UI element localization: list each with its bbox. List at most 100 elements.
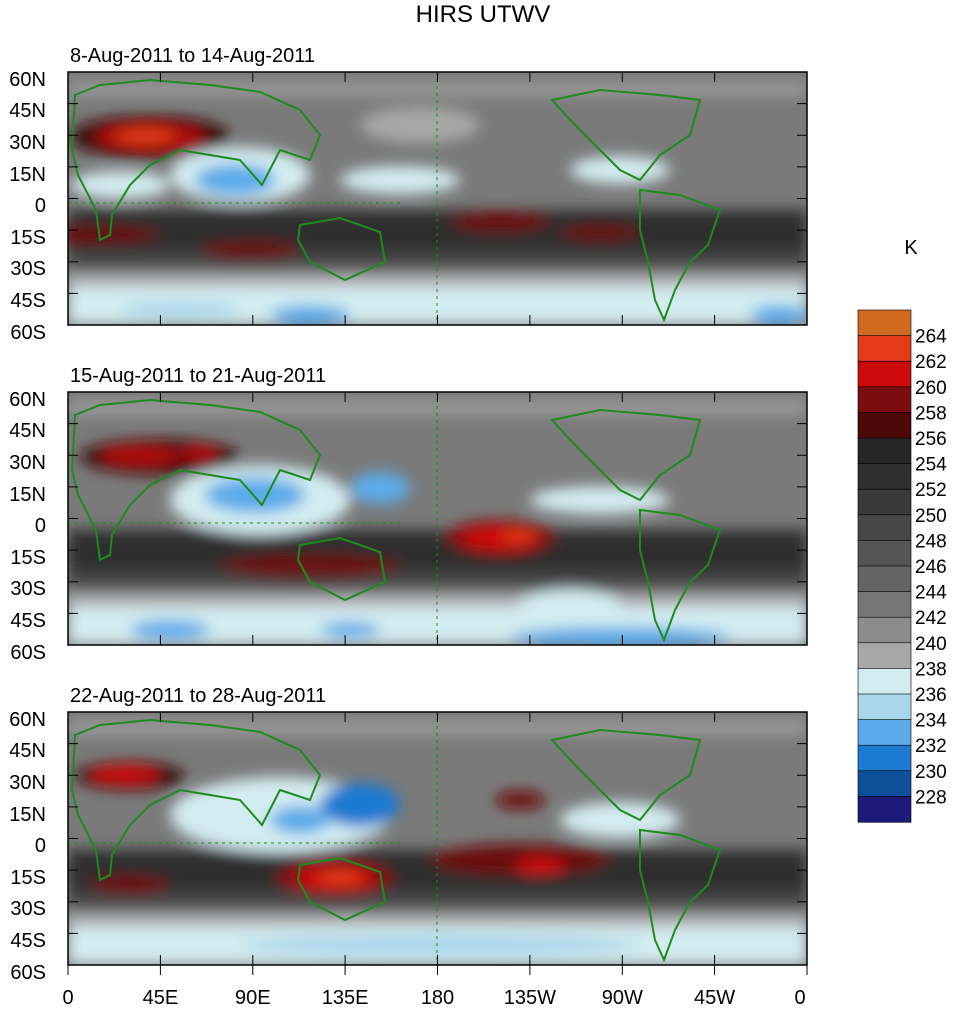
panel-1-lat-label: 45N	[9, 100, 46, 122]
colorbar-swatch	[857, 719, 912, 746]
colorbar-swatch	[857, 668, 912, 695]
colorbar-swatch	[857, 565, 912, 593]
panel-2-period: 15-Aug-2011 to 21-Aug-2011	[70, 365, 326, 387]
colorbar-swatch	[857, 642, 912, 669]
panel-3-lat-label: 0	[35, 835, 46, 857]
panel-1-lat-label: 60N	[9, 69, 46, 91]
lon-label: 45W	[694, 987, 735, 1009]
colorbar-label: 236	[915, 685, 947, 706]
panel-2-lon-ticks	[67, 392, 808, 645]
colorbar-swatches	[857, 309, 912, 823]
colorbar-label: 246	[915, 557, 947, 578]
panel-3-lat-ticks	[68, 711, 807, 966]
panel-1-lat-labels: 60N 45N 30N 15N 0 15S 30S 45S 60S	[9, 69, 46, 344]
panel-3-contour-field	[68, 720, 807, 965]
colorbar-swatch	[857, 770, 912, 797]
lon-label: 135W	[504, 987, 556, 1009]
colorbar-label: 234	[915, 711, 947, 732]
colorbar-swatch	[857, 309, 912, 337]
panel-2-lat-label: 60S	[10, 642, 46, 664]
panel-1-lat-ticks	[68, 71, 807, 326]
colorbar-label: 248	[915, 531, 947, 552]
panel-1-lat-label: 30S	[10, 258, 46, 280]
lon-label: 0	[794, 987, 805, 1009]
colorbar-label: 230	[915, 762, 947, 783]
colorbar-label: 262	[915, 352, 947, 373]
panel-3-lat-label: 45N	[9, 740, 46, 762]
colorbar-swatch	[857, 616, 912, 644]
colorbar-label: 242	[915, 608, 947, 629]
panel-1-lat-label: 45S	[10, 290, 46, 312]
panel-2-lat-label: 30S	[10, 578, 46, 600]
colorbar-label: 228	[915, 787, 947, 808]
lon-label: 135E	[322, 987, 369, 1009]
colorbar-label: 238	[915, 659, 947, 680]
colorbar-units: K	[904, 237, 918, 259]
panel-3-lat-label: 15N	[9, 804, 46, 826]
colorbar-label: 244	[915, 583, 947, 604]
panel-1-lat-label: 15S	[10, 227, 46, 249]
panel-1-lon-ticks	[67, 72, 808, 325]
panel-2-lat-label: 60N	[9, 389, 46, 411]
panel-2-lat-ticks	[68, 391, 807, 646]
panel-3-lat-label: 45S	[10, 930, 46, 952]
panel-2-coastlines	[70, 398, 722, 643]
panel-2-lat-label: 45S	[10, 610, 46, 632]
panel-1-lat-label: 15N	[9, 164, 46, 186]
colorbar-swatch	[857, 744, 912, 772]
colorbar-swatch	[857, 591, 912, 618]
panel-2-lat-labels: 60N 45N 30N 15N 0 15S 30S 45S 60S	[9, 389, 46, 664]
colorbar-swatch	[857, 796, 912, 823]
panel-2-lat-label: 15S	[10, 547, 46, 569]
colorbar-swatch	[857, 693, 912, 721]
colorbar-label: 254	[915, 455, 947, 476]
colorbar-swatch	[857, 360, 912, 388]
map-panel-2: 15-Aug-2011 to 21-Aug-2011	[9, 365, 808, 664]
panel-3-lat-label: 60N	[9, 709, 46, 731]
colorbar-labels: 264 262 260 258 256 254 252 250 248 246 244 242 240 2…	[915, 327, 947, 809]
colorbar-swatch	[857, 335, 912, 362]
panel-2-lat-label: 30N	[9, 452, 46, 474]
panel-2-lat-label: 15N	[9, 484, 46, 506]
panel-3-period: 22-Aug-2011 to 28-Aug-2011	[70, 685, 326, 707]
panel-3-lat-label: 60S	[10, 962, 46, 984]
panel-3-coastlines	[70, 718, 722, 963]
panel-3-lat-label: 15S	[10, 867, 46, 889]
panel-2-lat-label: 0	[35, 515, 46, 537]
colorbar-swatch	[857, 412, 912, 439]
colorbar-swatch	[857, 514, 912, 541]
colorbar-label: 240	[915, 634, 947, 655]
panel-1-period: 8-Aug-2011 to 14-Aug-2011	[70, 45, 315, 67]
colorbar-label: 256	[915, 429, 947, 450]
lon-label: 0	[62, 987, 73, 1009]
panel-3-lon-ticks	[67, 712, 808, 975]
colorbar-label: 232	[915, 736, 947, 757]
panel-3-lat-label: 30S	[10, 898, 46, 920]
panel-1-lat-label: 30N	[9, 132, 46, 154]
colorbar: K 264 262 260 258 256 254 252 250 248 246 244 242 24…	[857, 237, 947, 823]
colorbar-swatch	[857, 540, 912, 567]
panel-1-lat-label: 0	[35, 195, 46, 217]
lon-label: 90E	[235, 987, 271, 1009]
colorbar-label: 252	[915, 480, 947, 501]
lon-label: 45E	[143, 987, 179, 1009]
lon-labels: 0 45E 90E 135E 180 135W 90W 45W 0	[62, 987, 805, 1009]
panel-3-lat-labels: 60N 45N 30N 15N 0 15S 30S 45S 60S	[9, 709, 46, 984]
colorbar-label: 264	[915, 327, 947, 348]
map-panel-3: 22-Aug-2011 to 28-Aug-2011	[9, 685, 808, 984]
colorbar-swatch	[857, 488, 912, 516]
colorbar-label: 258	[915, 403, 947, 424]
colorbar-label: 250	[915, 506, 947, 527]
colorbar-swatch	[857, 463, 912, 490]
panel-2-lat-label: 45N	[9, 420, 46, 442]
lon-label: 180	[421, 987, 454, 1009]
lon-label: 90W	[602, 987, 643, 1009]
map-panel-1: 8-Aug-2011 to 14-Aug-2011	[9, 45, 808, 344]
colorbar-swatch	[857, 386, 912, 413]
figure-title: HIRS UTWV	[416, 1, 551, 28]
panel-1-lat-label: 60S	[10, 322, 46, 344]
colorbar-swatch	[857, 437, 912, 465]
colorbar-label: 260	[915, 378, 947, 399]
panel-1-coastlines	[70, 78, 722, 323]
panel-3-lat-label: 30N	[9, 772, 46, 794]
